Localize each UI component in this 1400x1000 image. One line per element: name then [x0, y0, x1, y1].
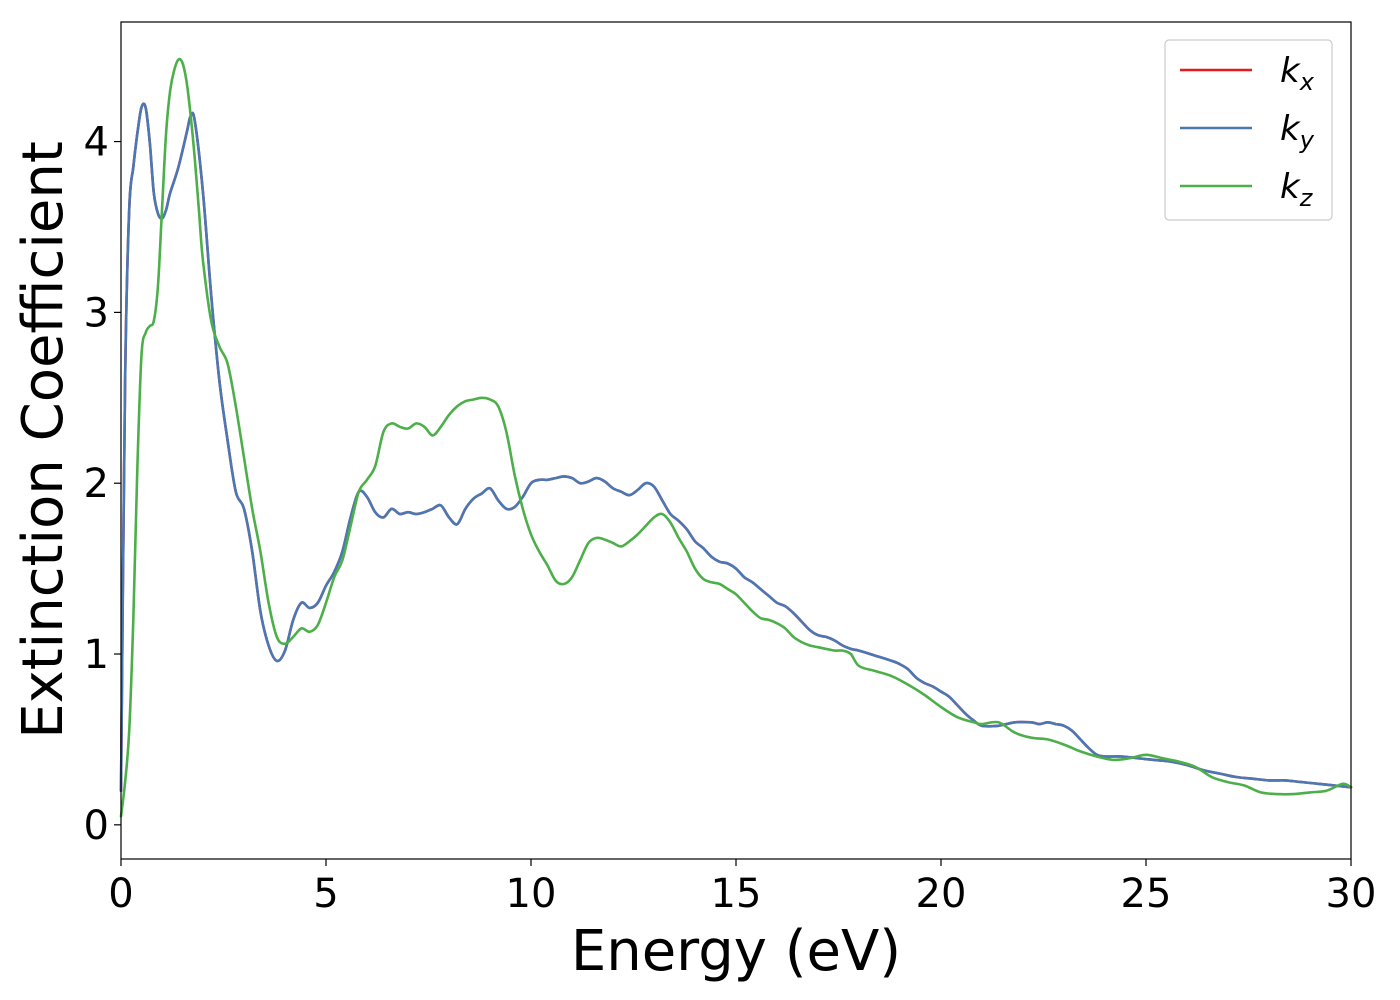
- x-axis-title: Energy (eV): [571, 919, 901, 984]
- x-tick-label: 30: [1326, 871, 1377, 917]
- x-tick-label: 15: [711, 871, 762, 917]
- legend-label-k_z: kz: [1280, 167, 1314, 212]
- x-tick-label: 25: [1121, 871, 1172, 917]
- x-tick-label: 20: [916, 871, 967, 917]
- y-tick-label: 0: [84, 803, 109, 849]
- y-axis-title: Extinction Coefficient: [11, 141, 76, 739]
- x-tick-label: 5: [313, 871, 338, 917]
- legend-box: [1164, 39, 1333, 221]
- x-axis-ticks: 0 5 10 15 20 25 30: [108, 859, 1376, 917]
- x-tick-label: 10: [506, 871, 557, 917]
- y-tick-label: 3: [84, 290, 109, 336]
- legend-label-k_x: kx: [1280, 51, 1315, 96]
- series-line-k_z: [119, 57, 1353, 818]
- legend: kx ky kz: [1164, 39, 1333, 221]
- legend-label-k_y: ky: [1280, 109, 1315, 154]
- series-line-k_y: [119, 102, 1353, 792]
- y-axis-ticks: 0 1 2 3 4: [84, 120, 121, 849]
- y-tick-label: 2: [84, 461, 109, 507]
- y-tick-label: 4: [84, 120, 109, 166]
- series-lines: [119, 57, 1353, 818]
- x-tick-label: 0: [108, 871, 133, 917]
- y-tick-label: 1: [84, 632, 109, 678]
